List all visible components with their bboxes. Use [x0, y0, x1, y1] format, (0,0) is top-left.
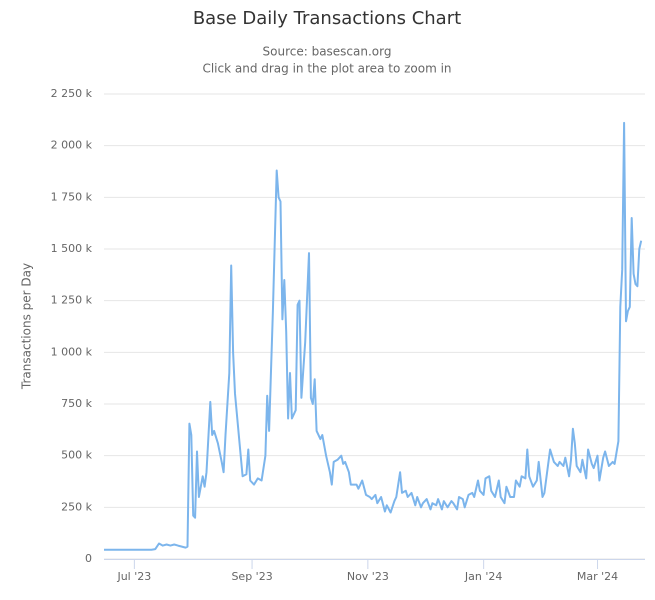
y-tick-label: 0 [85, 552, 92, 565]
chart-subtitle: Click and drag in the plot area to zoom … [202, 62, 451, 76]
chart-title: Base Daily Transactions Chart [193, 8, 461, 29]
y-tick-label: 750 k [61, 397, 92, 410]
y-tick-label: 1 000 k [51, 345, 93, 358]
y-tick-label: 1 250 k [51, 294, 93, 307]
x-tick-label: Nov '23 [347, 570, 389, 583]
data-line [104, 121, 643, 551]
y-tick-label: 2 000 k [51, 139, 93, 152]
y-tick-label: 250 k [61, 500, 92, 513]
x-tick-label: Jan '24 [464, 570, 502, 583]
y-tick-label: 1 500 k [51, 242, 93, 255]
y-tick-label: 1 750 k [51, 190, 93, 203]
x-tick-label: Sep '23 [231, 570, 272, 583]
y-axis-title: Transactions per Day [20, 263, 34, 390]
y-tick-label: 2 250 k [51, 87, 93, 100]
chart-subtitle: Source: basescan.org [263, 45, 392, 59]
y-tick-label: 500 k [61, 449, 92, 462]
x-tick-label: Jul '23 [116, 570, 151, 583]
x-tick-label: Mar '24 [577, 570, 618, 583]
